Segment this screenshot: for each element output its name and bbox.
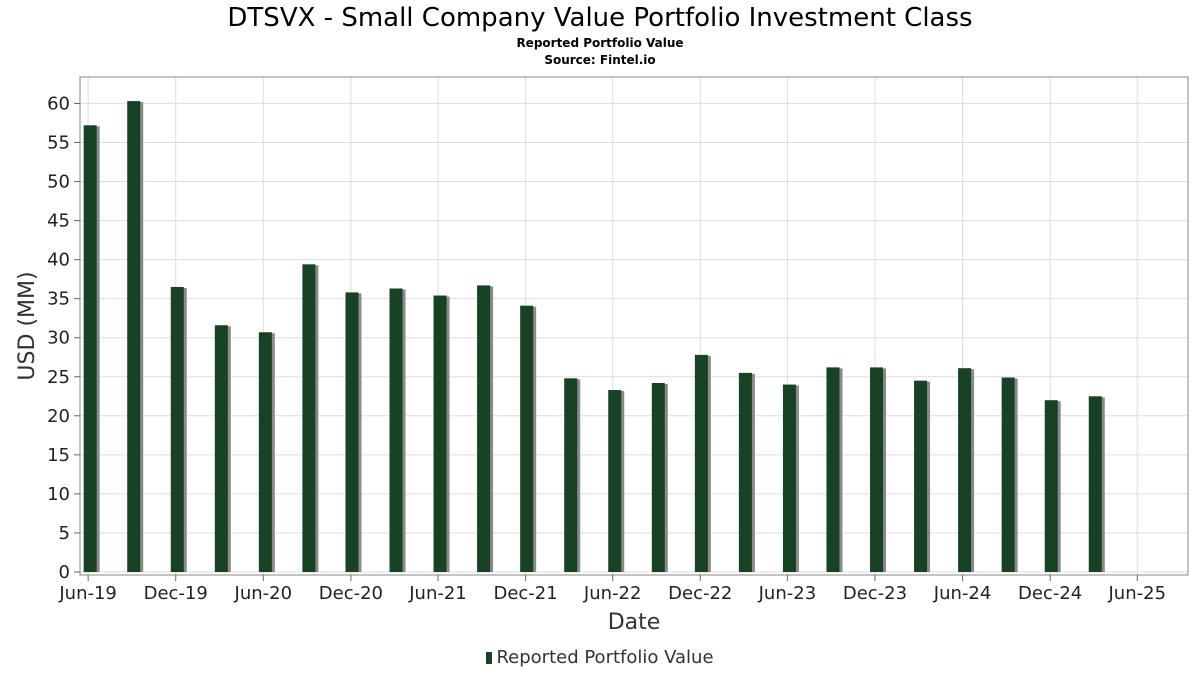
- grid-lines: [80, 77, 1188, 575]
- y-tick-label: 40: [47, 250, 70, 271]
- y-tick-label: 45: [47, 211, 70, 232]
- bar: [127, 101, 141, 572]
- bar: [782, 384, 796, 572]
- x-tick-label: Jun-22: [583, 583, 642, 604]
- plot-frame: [79, 76, 1189, 576]
- bar: [1044, 400, 1058, 572]
- x-tick-label: Dec-22: [668, 583, 732, 604]
- x-tick-label: Jun-20: [234, 583, 293, 604]
- y-axis-ticks: 0 5 10 15 20 25 30 35 40 45 50 55 60: [47, 93, 80, 583]
- x-tick-label: Dec-23: [843, 583, 907, 604]
- bar: [433, 295, 447, 572]
- y-tick-label: 55: [47, 132, 70, 153]
- bar: [258, 332, 272, 572]
- bar: [608, 390, 622, 572]
- y-tick-label: 20: [47, 406, 70, 427]
- legend-label: Reported Portfolio Value: [496, 647, 714, 668]
- bar: [83, 125, 97, 573]
- y-tick-label: 30: [47, 328, 70, 349]
- bar: [958, 368, 972, 572]
- bar: [170, 286, 184, 572]
- y-tick-label: 60: [47, 93, 70, 114]
- bar: [826, 367, 840, 572]
- bar: [345, 292, 359, 572]
- y-tick-label: 5: [59, 523, 70, 544]
- x-tick-label: Dec-21: [493, 583, 557, 604]
- y-tick-label: 50: [47, 172, 70, 193]
- chart-title: DTSVX - Small Company Value Portfolio In…: [227, 3, 973, 33]
- bar: [477, 285, 491, 572]
- x-axis-ticks: Jun-19 Dec-19 Jun-20 Dec-20 Jun-21 Dec-21 Jun-…: [58, 575, 1166, 604]
- x-tick-label: Dec-19: [144, 583, 208, 604]
- bar: [738, 372, 752, 572]
- legend: Reported Portfolio Value: [0, 647, 1200, 668]
- x-tick-label: Jun-24: [933, 583, 992, 604]
- x-tick-label: Jun-21: [408, 583, 467, 604]
- chart-subtitle: Reported Portfolio Value: [516, 36, 684, 50]
- x-tick-label: Dec-20: [319, 583, 383, 604]
- x-tick-label: Jun-23: [758, 583, 817, 604]
- x-axis-label: Date: [608, 610, 661, 635]
- x-tick-label: Jun-25: [1108, 583, 1167, 604]
- x-tick-label: Jun-19: [58, 583, 117, 604]
- y-axis-label: USD (MM): [15, 271, 40, 380]
- bar: [302, 264, 316, 572]
- bar: [870, 367, 884, 572]
- bar: [564, 378, 578, 572]
- y-tick-label: 10: [47, 484, 70, 505]
- y-tick-label: 15: [47, 445, 70, 466]
- bar: [694, 354, 708, 572]
- y-tick-label: 25: [47, 367, 70, 388]
- bars: [83, 101, 1105, 573]
- bar: [214, 325, 228, 572]
- bar: [1088, 396, 1102, 572]
- chart-source: Source: Fintel.io: [544, 53, 656, 67]
- y-tick-label: 0: [59, 562, 70, 583]
- bar: [389, 288, 403, 572]
- bar: [914, 380, 928, 572]
- bar: [520, 305, 534, 572]
- legend-swatch: [486, 652, 493, 664]
- y-tick-label: 35: [47, 289, 70, 310]
- bar: [651, 383, 665, 572]
- x-tick-label: Dec-24: [1018, 583, 1082, 604]
- bar: [1001, 377, 1015, 572]
